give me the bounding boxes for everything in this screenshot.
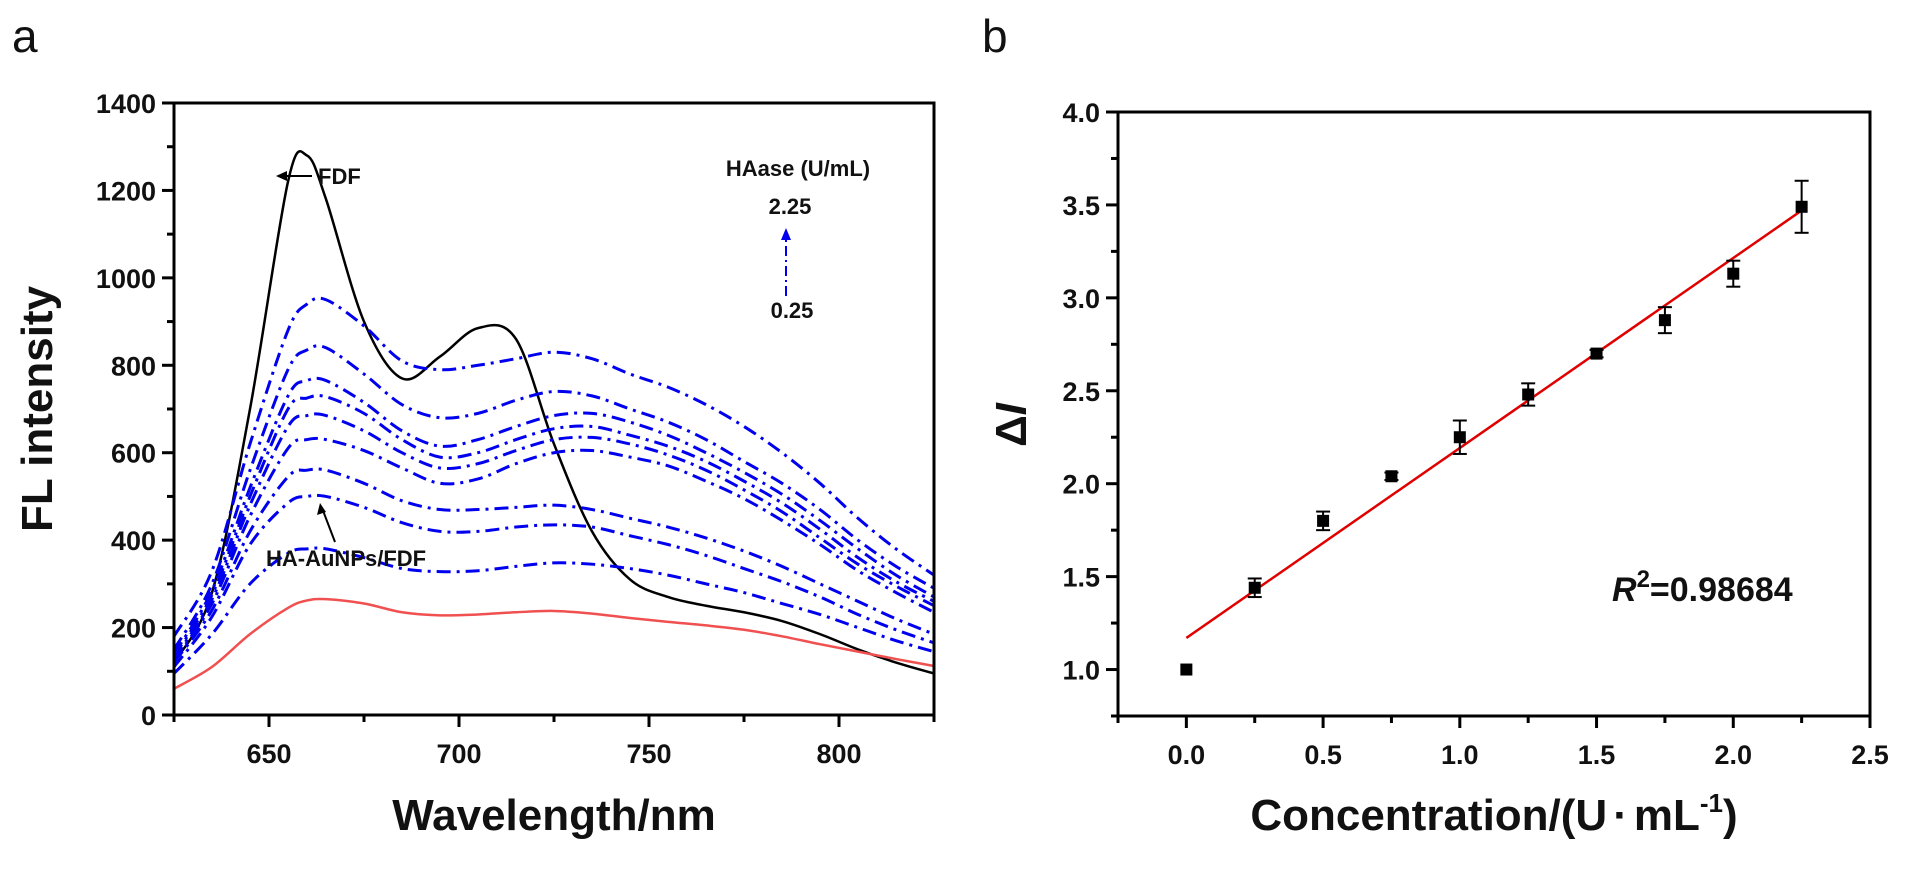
panel-a-x-axis-title: Wavelength/nm [392, 791, 716, 840]
fdf-label: FDF [318, 164, 361, 189]
y-tick-label: 3.0 [1062, 284, 1100, 314]
haase-arrow-up-icon [781, 228, 791, 240]
panel-a-y-axis-title: FL intensity [13, 285, 62, 532]
panel-a-chart: 650 700 750 800 0 200 400 600 800 1000 1200 1400 W… [13, 89, 936, 840]
x-tick-label: 1.0 [1441, 740, 1479, 770]
series-line-haase-2-25-u-ml [172, 296, 935, 638]
panel-b-y-ticks: 1.0 1.5 2.0 2.5 3.0 3.5 4.0 [1062, 98, 1118, 718]
haase-bottom-value: 0.25 [771, 298, 814, 323]
x-title-close: ) [1723, 791, 1738, 840]
y-tick-label: 2.5 [1062, 377, 1100, 407]
y-tick-label: 400 [111, 526, 156, 556]
y-tick-label: 1400 [96, 89, 156, 119]
y-tick-label: 4.0 [1062, 98, 1100, 128]
y-tick-label: 1.5 [1062, 563, 1100, 593]
y-tick-label: 200 [111, 614, 156, 644]
y-tick-label: 800 [111, 351, 156, 381]
x-title-sup: -1 [1700, 788, 1723, 818]
x-tick-label: 0.5 [1304, 740, 1342, 770]
panel-a-y-ticks: 0 200 400 600 800 1000 1200 1400 [96, 89, 174, 731]
haunp-arrow-line [321, 507, 336, 543]
data-point [1795, 200, 1808, 213]
panel-b-x-ticks: 0.0 0.5 1.0 1.5 2.0 2.5 [1116, 716, 1889, 770]
panel-b-label: b [982, 10, 1008, 62]
panel-b-y-axis-title: ΔI [987, 402, 1036, 447]
y-tick-label: 1000 [96, 264, 156, 294]
series-line-haase-0-25-u-ml [172, 546, 935, 675]
panel-b-x-axis-title: Concentration/(U · mL-1) [1250, 788, 1737, 840]
r-squared-label: R2=0.98684 [1612, 566, 1793, 609]
y-title-var: I [987, 402, 1036, 415]
x-tick-label: 650 [246, 739, 291, 769]
series-line-haase-1-00-u-ml [172, 436, 935, 662]
panel-a-x-ticks: 650 700 750 800 [172, 715, 936, 769]
data-point [1317, 514, 1330, 527]
data-point [1522, 388, 1535, 401]
x-tick-label: 0.0 [1168, 740, 1206, 770]
haunp-arrow-head-icon [317, 503, 326, 515]
data-point [1385, 470, 1398, 483]
series-line-haase-2-00-u-ml [172, 344, 935, 651]
y-tick-label: 2.0 [1062, 470, 1100, 500]
r2-sup: 2 [1637, 566, 1650, 593]
y-tick-label: 1.0 [1062, 656, 1100, 686]
x-tick-label: 1.5 [1578, 740, 1616, 770]
data-point [1727, 267, 1740, 280]
series-line-haase-0-50-u-ml [172, 493, 935, 668]
data-point [1658, 314, 1671, 327]
x-tick-label: 2.0 [1714, 740, 1752, 770]
y-tick-label: 600 [111, 439, 156, 469]
data-point [1590, 347, 1603, 360]
fdf-arrow-head-icon [276, 171, 287, 181]
series-line-fdf [172, 150, 935, 675]
y-tick-label: 3.5 [1062, 191, 1100, 221]
r2-value: =0.98684 [1650, 571, 1793, 609]
data-point [1453, 431, 1466, 444]
data-point [1248, 581, 1261, 594]
x-tick-label: 2.5 [1851, 740, 1889, 770]
panel-b-points-group [1180, 179, 1809, 676]
haunp-label: HA-AuNPs/FDF [266, 546, 426, 571]
x-title-main: Concentration/(U [1250, 791, 1607, 840]
r2-var: R [1612, 571, 1637, 609]
panel-a-series-group [172, 150, 935, 690]
x-tick-label: 750 [626, 739, 671, 769]
fit-line [1185, 209, 1803, 639]
series-line-haase-1-50-u-ml [172, 394, 935, 657]
data-point [1180, 663, 1193, 676]
series-line-ha-aunps-fdf [173, 597, 935, 690]
y-tick-label: 0 [141, 701, 156, 731]
y-tick-label: 1200 [96, 176, 156, 206]
haase-legend-title: HAase (U/mL) [726, 156, 870, 181]
panel-b-chart: 0.0 0.5 1.0 1.5 2.0 2.5 1.0 1.5 2.0 2.5 3.0 3.5 4.0… [987, 98, 1889, 840]
x-tick-label: 800 [816, 739, 861, 769]
x-title-unit: mL [1634, 791, 1700, 840]
x-title-dot: · [1613, 791, 1628, 840]
series-line-haase-0-75-u-ml [172, 467, 935, 664]
panel-a-label: a [12, 10, 38, 62]
y-title-delta: Δ [987, 415, 1036, 447]
x-tick-label: 700 [436, 739, 481, 769]
panel-b-frame [1116, 110, 1872, 718]
series-line-haase-1-75-u-ml [172, 376, 935, 655]
haase-top-value: 2.25 [769, 194, 812, 219]
